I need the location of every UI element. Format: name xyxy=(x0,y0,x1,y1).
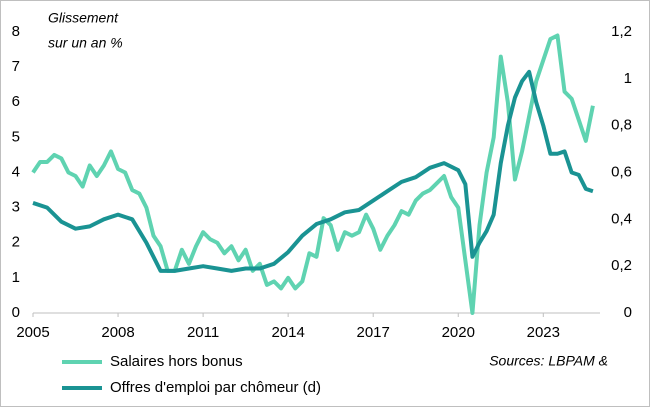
y-tick-label: 4 xyxy=(12,163,20,180)
source-note: Sources: LBPAM & xyxy=(489,353,608,369)
y2-tick-label: 0,8 xyxy=(611,117,632,134)
y2-tick-label: 1 xyxy=(624,70,632,87)
y2-tick-label: 0 xyxy=(624,304,632,321)
y2-tick-label: 1,2 xyxy=(611,23,632,40)
annotation: sur un an % xyxy=(48,35,123,51)
x-tick-label: 2014 xyxy=(271,324,304,341)
y2-tick-label: 0,4 xyxy=(611,210,632,227)
y-tick-label: 6 xyxy=(12,93,20,110)
legend-label: Salaires hors bonus xyxy=(110,353,243,370)
x-tick-label: 2005 xyxy=(16,324,49,341)
y-tick-label: 1 xyxy=(12,269,20,286)
y-tick-label: 2 xyxy=(12,234,20,251)
x-tick-label: 2008 xyxy=(101,324,134,341)
annotation: Glissement xyxy=(48,10,119,26)
legend-label: Offres d'emploi par chômeur (d) xyxy=(110,379,321,396)
series-line xyxy=(32,69,594,273)
y-tick-label: 0 xyxy=(12,304,20,321)
x-tick-label: 2011 xyxy=(187,324,219,341)
y-tick-label: 7 xyxy=(12,58,20,75)
y2-tick-label: 0,6 xyxy=(611,163,632,180)
series-line xyxy=(31,33,595,315)
x-tick-label: 2023 xyxy=(527,324,560,341)
x-tick-label: 2017 xyxy=(357,324,390,341)
y-tick-label: 3 xyxy=(12,199,20,216)
y2-tick-label: 0,2 xyxy=(611,257,632,274)
x-tick-label: 2020 xyxy=(442,324,475,341)
y-tick-label: 8 xyxy=(12,23,20,40)
y-tick-label: 5 xyxy=(12,128,20,145)
